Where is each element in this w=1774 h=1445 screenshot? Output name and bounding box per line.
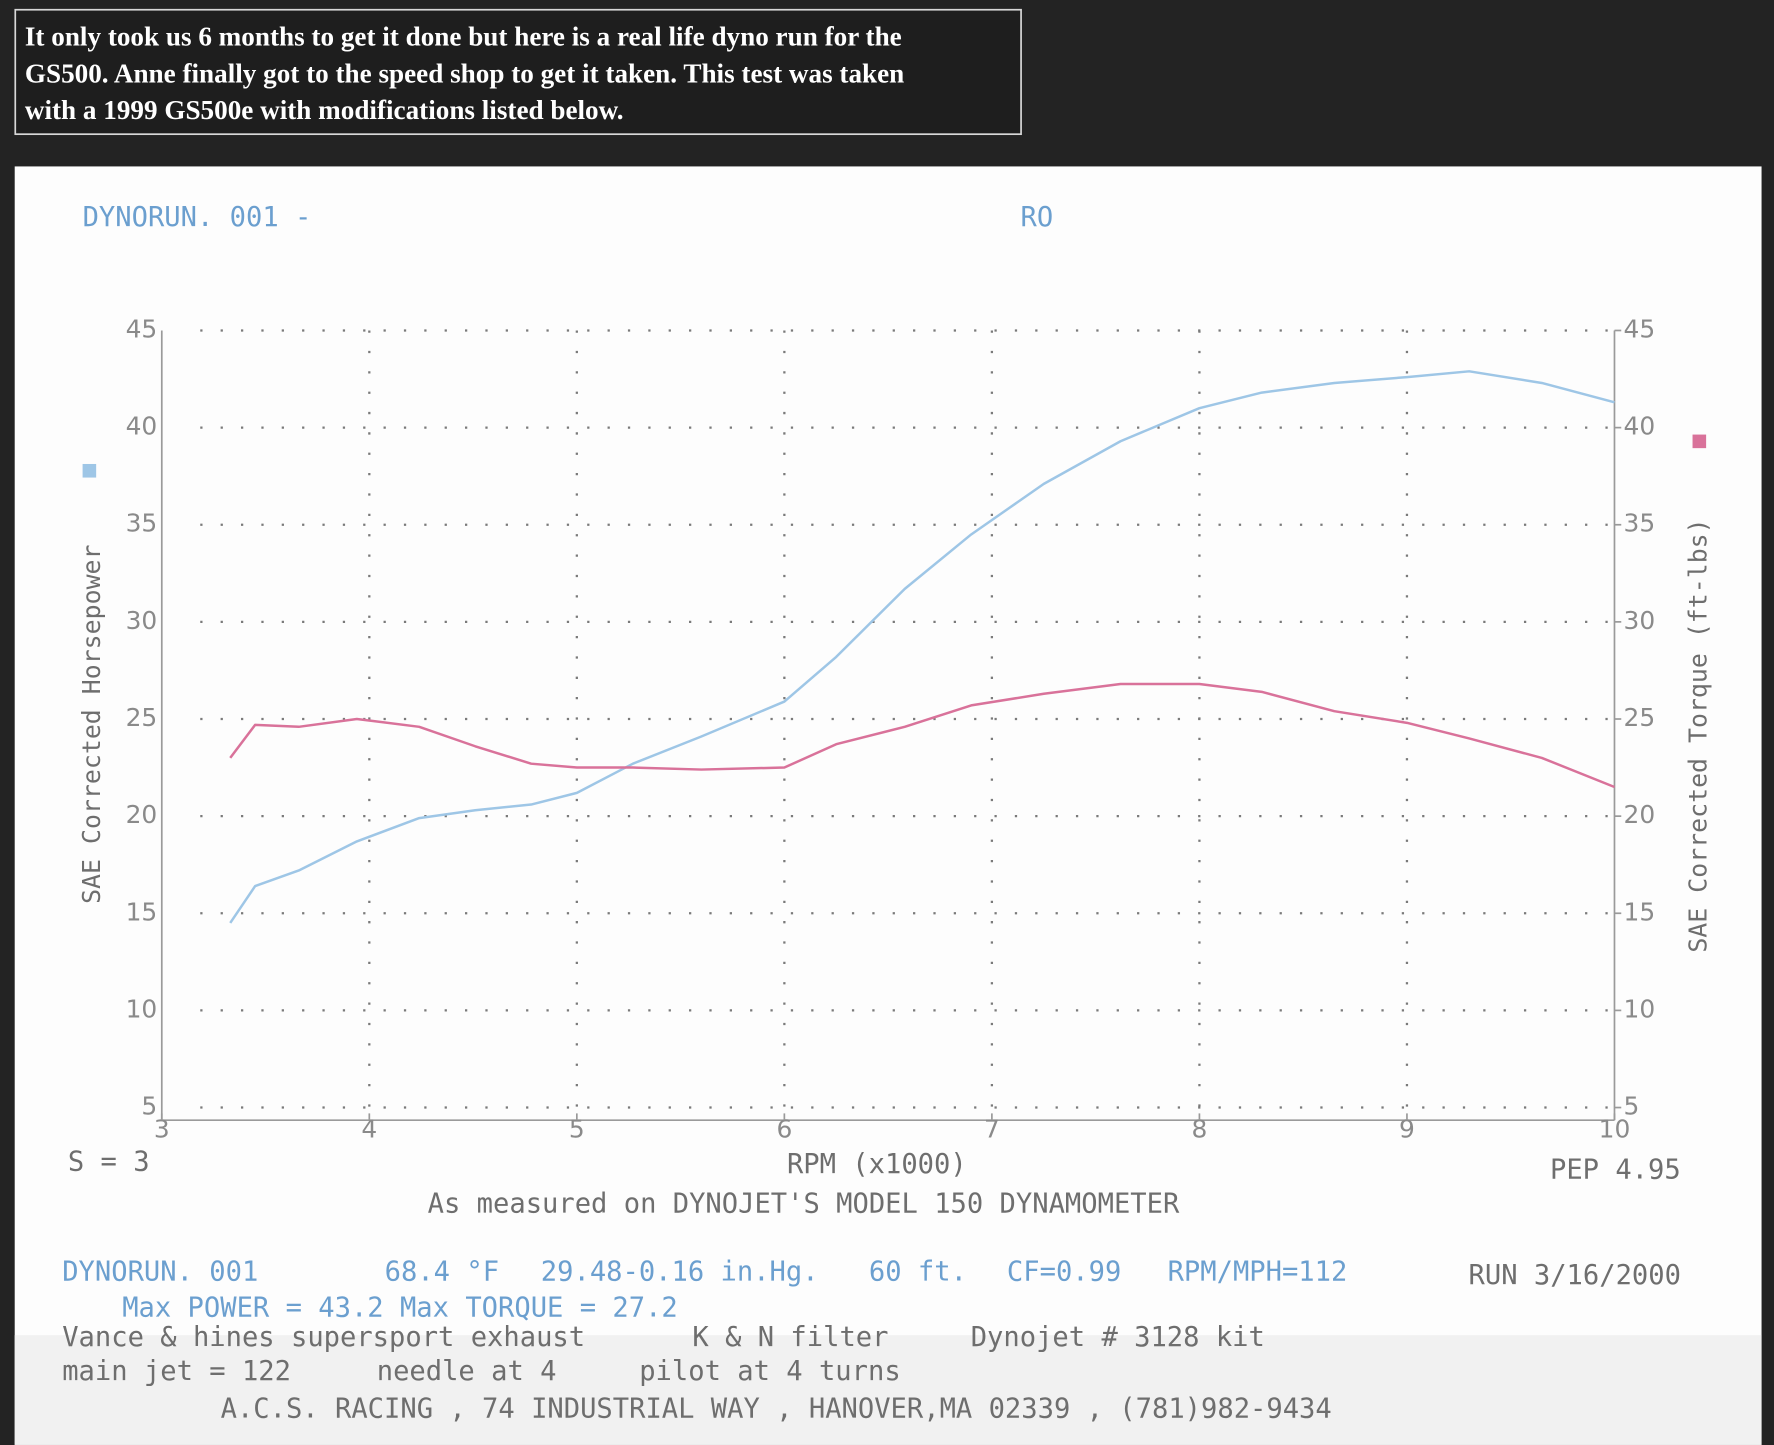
pep: PEP 4.95: [1550, 1155, 1681, 1186]
series-line: [229, 682, 1615, 789]
shop: A.C.S. RACING , 74 INDUSTRIAL WAY , HANO…: [221, 1393, 1332, 1424]
chart-sheet: [14, 166, 1762, 1445]
x-tick-label: 8: [1192, 1114, 1208, 1143]
y2-tick-label: 35: [1624, 509, 1656, 538]
intro-line: with a 1999 GS500e with modifications li…: [25, 95, 624, 125]
run-info: CF=0.99: [1007, 1256, 1121, 1287]
series-line: [229, 370, 1615, 924]
y2-tick-label: 20: [1624, 800, 1656, 829]
x-axis-title: RPM (x1000): [787, 1149, 967, 1180]
y-tick-label: 5: [141, 1092, 157, 1121]
run-info: 60 ft.: [869, 1256, 967, 1287]
y-tick-label: 20: [126, 800, 158, 829]
smoothing: S = 3: [68, 1147, 150, 1178]
y2-tick-label: 15: [1624, 897, 1656, 926]
modification: K & N filter: [692, 1322, 888, 1353]
legend-swatch: [82, 463, 97, 478]
y2-tick-label: 25: [1624, 703, 1656, 732]
run-info: RPM/MPH=112: [1168, 1256, 1348, 1287]
x-tick-label: 5: [569, 1114, 585, 1143]
y2-tick-label: 5: [1624, 1092, 1640, 1121]
run-date: RUN 3/16/2000: [1469, 1260, 1681, 1291]
modification: needle at 4: [377, 1356, 557, 1387]
modification: Dynojet # 3128 kit: [971, 1322, 1265, 1353]
y-tick-label: 25: [126, 703, 158, 732]
x-tick-label: 6: [776, 1114, 792, 1143]
y2-tick-label: 10: [1624, 994, 1656, 1023]
y-tick-label: 40: [126, 412, 158, 441]
y2-tick-label: 30: [1624, 606, 1656, 635]
y-tick-label: 35: [126, 509, 158, 538]
sheet-shadow: [14, 1335, 1762, 1445]
intro-line: It only took us 6 months to get it done …: [25, 21, 902, 51]
x-tick-label: 7: [984, 1114, 1000, 1143]
y-axis-title: SAE Corrected Horsepower: [77, 544, 106, 903]
chart-title: DYNORUN. 001 -: [83, 202, 312, 233]
y-tick-label: 30: [126, 606, 158, 635]
run-info: 68.4 °F: [385, 1256, 499, 1287]
run-info: 29.48-0.16 in.Hg.: [541, 1256, 819, 1287]
intro-box: [14, 8, 1022, 136]
y-tick-label: 45: [126, 314, 158, 343]
modification: Vance & hines supersport exhaust: [62, 1322, 585, 1353]
run-info: DYNORUN. 001: [62, 1256, 258, 1287]
y-tick-label: 10: [126, 994, 158, 1023]
y-tick-label: 15: [126, 897, 158, 926]
y2-tick-label: 45: [1624, 314, 1656, 343]
caption: As measured on DYNOJET'S MODEL 150 DYNAM…: [428, 1189, 1180, 1220]
modification: main jet = 122: [62, 1356, 291, 1387]
x-tick-label: 4: [361, 1114, 377, 1143]
legend-swatch: [1692, 434, 1707, 449]
y2-tick-label: 40: [1624, 412, 1656, 441]
modification: pilot at 4 turns: [639, 1356, 900, 1387]
x-tick-label: 3: [154, 1114, 170, 1143]
x-tick-label: 9: [1399, 1114, 1415, 1143]
y2-axis-title: SAE Corrected Torque (ft-lbs): [1683, 518, 1712, 952]
chart-subtitle: RO: [1021, 202, 1054, 233]
intro-line: GS500. Anne finally got to the speed sho…: [25, 59, 904, 89]
max-line: Max POWER = 43.2 Max TORQUE = 27.2: [122, 1293, 678, 1324]
